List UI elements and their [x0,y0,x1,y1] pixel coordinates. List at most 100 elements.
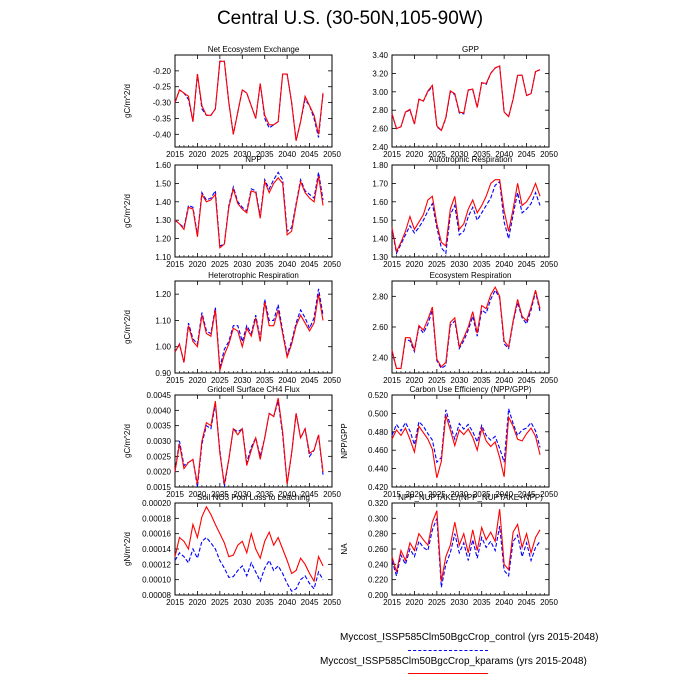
y-tick-label: 0.90 [155,369,171,378]
x-tick-label: 2050 [540,598,558,607]
x-tick-label: 2025 [211,598,229,607]
x-tick-label: 2050 [540,490,558,499]
x-tick-label: 2035 [473,490,491,499]
plot-frame [391,54,550,148]
x-tick-label: 2040 [495,598,513,607]
series-line-control [174,536,324,592]
panel-8: Carbon Use Efficiency (NPP/GPP) NPP/GPP 20… [340,385,558,499]
x-tick-label: 2035 [473,598,491,607]
y-tick-label: 1.30 [372,253,388,262]
panel-6: Ecosystem Respiration 2015 2020 2025 2030 203… [372,271,558,385]
series-line-kparams [391,65,541,132]
y-tick-label: 1.20 [155,235,171,244]
x-tick-label: 2045 [301,150,319,159]
panel-2: GPP 2015 2020 2025 2030 2035 2040 2045 2050 2.40 2… [372,45,558,159]
panel-3: NPP gC/m^2/d 2015 2020 2025 2030 2035 2040 2045 2… [123,155,341,269]
y-tick-label: 2.60 [372,323,388,332]
y-tick-label: 0.00016 [142,530,171,539]
series-line-kparams [174,175,324,249]
x-tick-label: 2030 [450,490,468,499]
x-tick-label: 2015 [166,376,184,385]
y-tick-label: 0.0030 [147,437,172,446]
x-tick-label: 2050 [323,598,341,607]
x-tick-label: 2020 [406,598,424,607]
x-tick-label: 2050 [540,260,558,269]
y-tick-label: 0.0025 [147,452,172,461]
plot-frame [391,394,550,488]
y-tick-label: 0.00010 [142,576,171,585]
legend-swatch-control [408,650,488,651]
page-title: Central U.S. (30-50N,105-90W) [216,8,484,29]
series-line-control [174,400,324,488]
x-tick-label: 2050 [540,150,558,159]
x-tick-label: 2050 [323,376,341,385]
y-tick-label: 0.280 [368,530,389,539]
y-tick-label: 1.00 [155,343,171,352]
panel-1: Net Ecosystem Exchange gC/m^2/d 2015 2020 20… [123,45,341,159]
x-tick-label: 2015 [166,260,184,269]
x-tick-label: 2040 [278,490,296,499]
x-tick-label: 2020 [189,376,207,385]
x-tick-label: 2025 [211,150,229,159]
legend-swatch-kparams [408,673,488,674]
x-tick-label: 2030 [233,150,251,159]
y-axis-label: NA [340,543,349,555]
panel-5: Heterotrophic Respiration gC/m^2/d 2015 202… [123,271,341,385]
y-tick-label: 0.00018 [142,514,171,523]
y-tick-label: 0.420 [368,483,389,492]
x-tick-label: 2030 [233,260,251,269]
series-line-kparams [391,285,541,369]
x-tick-label: 2020 [406,260,424,269]
series-line-kparams [174,505,324,583]
panel-7: Gridcell Surface CH4 Flux gC/m^2/d 2015 202… [123,385,341,499]
y-tick-label: 1.20 [155,290,171,299]
x-tick-label: 2025 [428,260,446,269]
series-line-kparams [174,294,324,371]
x-tick-label: 2015 [383,598,401,607]
panel-4: Autotrophic Respiration 2015 2020 2025 2030 2… [372,155,558,269]
y-tick-label: 2.80 [372,106,388,115]
x-tick-label: 2015 [166,150,184,159]
y-tick-label: 0.480 [368,428,389,437]
x-tick-label: 2045 [518,150,536,159]
x-tick-label: 2045 [518,260,536,269]
x-tick-label: 2020 [189,490,207,499]
x-tick-label: 2045 [518,376,536,385]
x-tick-label: 2035 [473,260,491,269]
y-tick-label: 0.0015 [147,483,172,492]
x-tick-label: 2040 [278,598,296,607]
x-tick-label: 2045 [301,260,319,269]
y-tick-label: -0.30 [153,99,172,108]
y-tick-label: 0.500 [368,409,389,418]
plot-frame [391,164,550,258]
series-line-kparams [174,397,324,485]
x-tick-label: 2020 [406,376,424,385]
x-tick-label: 2045 [301,490,319,499]
y-tick-label: -0.20 [153,67,172,76]
x-tick-label: 2050 [323,150,341,159]
x-tick-label: 2025 [211,490,229,499]
panel-title: NPP_NUPTAKE/(NPP_NUPTAKE+NPP) [398,493,543,502]
x-tick-label: 2015 [383,376,401,385]
x-tick-label: 2025 [211,260,229,269]
y-axis-label: gC/m^2/d [123,194,132,228]
x-tick-label: 2035 [256,598,274,607]
x-tick-label: 2025 [211,376,229,385]
y-tick-label: 2.60 [372,125,388,134]
x-tick-label: 2020 [189,150,207,159]
x-tick-label: 2025 [428,150,446,159]
x-tick-label: 2050 [323,260,341,269]
panel-title: NPP [245,155,261,164]
y-tick-label: 3.20 [372,69,388,78]
x-tick-label: 2050 [540,376,558,385]
series-line-kparams [174,60,324,141]
x-tick-label: 2040 [278,260,296,269]
legend-label-kparams: Myccost_ISSP585Clm50BgcCrop_kparams (yrs… [320,656,587,667]
y-axis-label: gN/m^2/d [123,532,132,566]
y-tick-label: 1.40 [372,235,388,244]
y-tick-label: 1.30 [155,216,171,225]
plot-frame [174,164,333,258]
panel-title: Heterotrophic Respiration [208,271,299,280]
y-tick-label: -0.25 [153,83,172,92]
